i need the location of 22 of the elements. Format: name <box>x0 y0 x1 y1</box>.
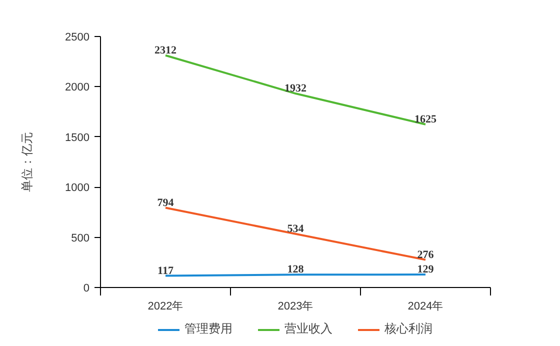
y-tick-label: 1000 <box>65 182 90 194</box>
data-label: 117 <box>158 264 174 277</box>
y-tick-label: 2000 <box>65 82 90 94</box>
y-tick-label: 2500 <box>65 32 90 44</box>
data-label: 1625 <box>414 113 437 126</box>
legend-label: 核心利润 <box>384 320 432 338</box>
data-label: 276 <box>417 248 434 261</box>
y-tick-label: 1500 <box>65 132 90 144</box>
data-label: 794 <box>157 196 174 209</box>
x-tick-label: 2024年 <box>408 300 444 312</box>
data-label: 1932 <box>284 82 307 95</box>
data-label: 534 <box>287 222 304 235</box>
x-tick-label: 2023年 <box>278 300 314 312</box>
data-label: 2312 <box>154 44 177 56</box>
y-axis-title: 单位：亿元 <box>20 132 34 192</box>
data-label: 129 <box>417 264 434 276</box>
data-label: 128 <box>287 264 304 276</box>
x-tick-label: 2022年 <box>148 300 184 312</box>
y-tick-label: 500 <box>71 232 90 244</box>
legend-label: 管理费用 <box>184 320 232 338</box>
y-tick-label: 0 <box>83 282 90 294</box>
legend-label: 营业收入 <box>284 320 332 338</box>
